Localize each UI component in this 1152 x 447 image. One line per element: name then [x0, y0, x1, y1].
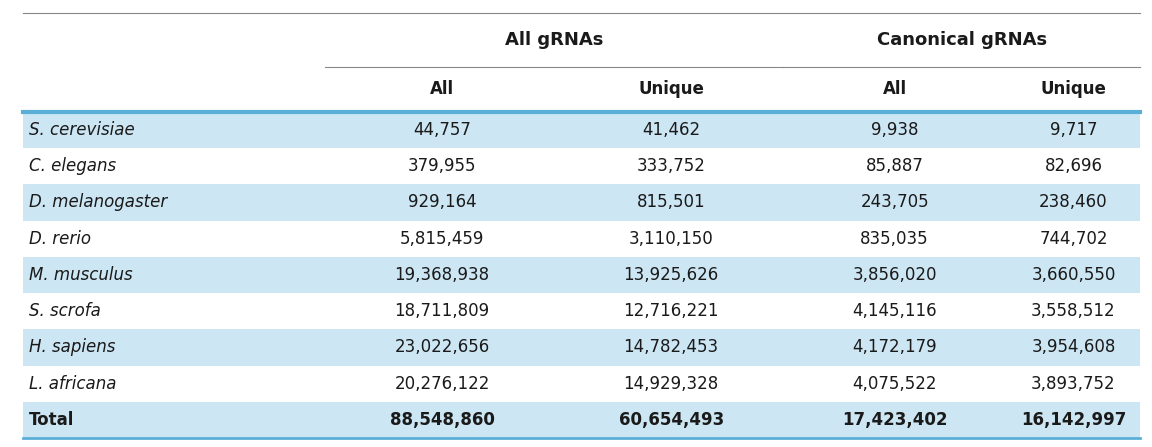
Text: 9,938: 9,938: [871, 121, 918, 139]
Text: Unique: Unique: [1040, 80, 1106, 98]
Bar: [23, 293, 1140, 329]
Text: S. cerevisiae: S. cerevisiae: [29, 121, 135, 139]
Text: H. sapiens: H. sapiens: [29, 338, 115, 356]
Text: D. melanogaster: D. melanogaster: [29, 194, 167, 211]
Text: 379,955: 379,955: [408, 157, 476, 175]
Text: Unique: Unique: [638, 80, 704, 98]
Text: 18,711,809: 18,711,809: [394, 302, 490, 320]
Text: 815,501: 815,501: [637, 194, 705, 211]
Text: D. rerio: D. rerio: [29, 230, 91, 248]
Text: All: All: [882, 80, 907, 98]
Text: 17,423,402: 17,423,402: [842, 411, 947, 429]
Text: 82,696: 82,696: [1045, 157, 1102, 175]
Text: 60,654,493: 60,654,493: [619, 411, 723, 429]
Text: 12,716,221: 12,716,221: [623, 302, 719, 320]
Bar: [23, 257, 1140, 293]
Text: 4,172,179: 4,172,179: [852, 338, 937, 356]
Text: 3,856,020: 3,856,020: [852, 266, 937, 284]
Text: 9,717: 9,717: [1049, 121, 1097, 139]
Text: 3,893,752: 3,893,752: [1031, 375, 1116, 392]
Text: 744,702: 744,702: [1039, 230, 1108, 248]
Bar: [23, 148, 1140, 184]
Text: 5,815,459: 5,815,459: [400, 230, 484, 248]
Text: 243,705: 243,705: [861, 194, 929, 211]
Bar: [23, 366, 1140, 402]
Text: 16,142,997: 16,142,997: [1021, 411, 1127, 429]
Text: L. africana: L. africana: [29, 375, 116, 392]
Text: Total: Total: [29, 411, 74, 429]
Text: 41,462: 41,462: [642, 121, 700, 139]
Text: 88,548,860: 88,548,860: [389, 411, 494, 429]
Text: 4,145,116: 4,145,116: [852, 302, 937, 320]
Text: M. musculus: M. musculus: [29, 266, 132, 284]
Text: 3,110,150: 3,110,150: [629, 230, 713, 248]
Text: 4,075,522: 4,075,522: [852, 375, 937, 392]
Text: 14,929,328: 14,929,328: [623, 375, 719, 392]
Text: 3,954,608: 3,954,608: [1031, 338, 1115, 356]
Text: C. elegans: C. elegans: [29, 157, 116, 175]
Text: 835,035: 835,035: [861, 230, 929, 248]
Text: 19,368,938: 19,368,938: [394, 266, 490, 284]
Text: All gRNAs: All gRNAs: [505, 31, 602, 49]
Text: 23,022,656: 23,022,656: [394, 338, 490, 356]
Bar: [23, 402, 1140, 438]
Bar: [23, 184, 1140, 220]
Text: 929,164: 929,164: [408, 194, 477, 211]
Bar: [23, 220, 1140, 257]
Bar: [23, 329, 1140, 366]
Text: Canonical gRNAs: Canonical gRNAs: [877, 31, 1047, 49]
Text: 3,558,512: 3,558,512: [1031, 302, 1116, 320]
Text: 85,887: 85,887: [865, 157, 924, 175]
Text: 3,660,550: 3,660,550: [1031, 266, 1115, 284]
Text: 14,782,453: 14,782,453: [623, 338, 719, 356]
Text: All: All: [430, 80, 454, 98]
Text: 44,757: 44,757: [414, 121, 471, 139]
Bar: [23, 13, 1140, 112]
Text: S. scrofa: S. scrofa: [29, 302, 100, 320]
Text: 20,276,122: 20,276,122: [394, 375, 490, 392]
Text: 333,752: 333,752: [637, 157, 705, 175]
Text: 238,460: 238,460: [1039, 194, 1108, 211]
Bar: [23, 112, 1140, 148]
Text: 13,925,626: 13,925,626: [623, 266, 719, 284]
